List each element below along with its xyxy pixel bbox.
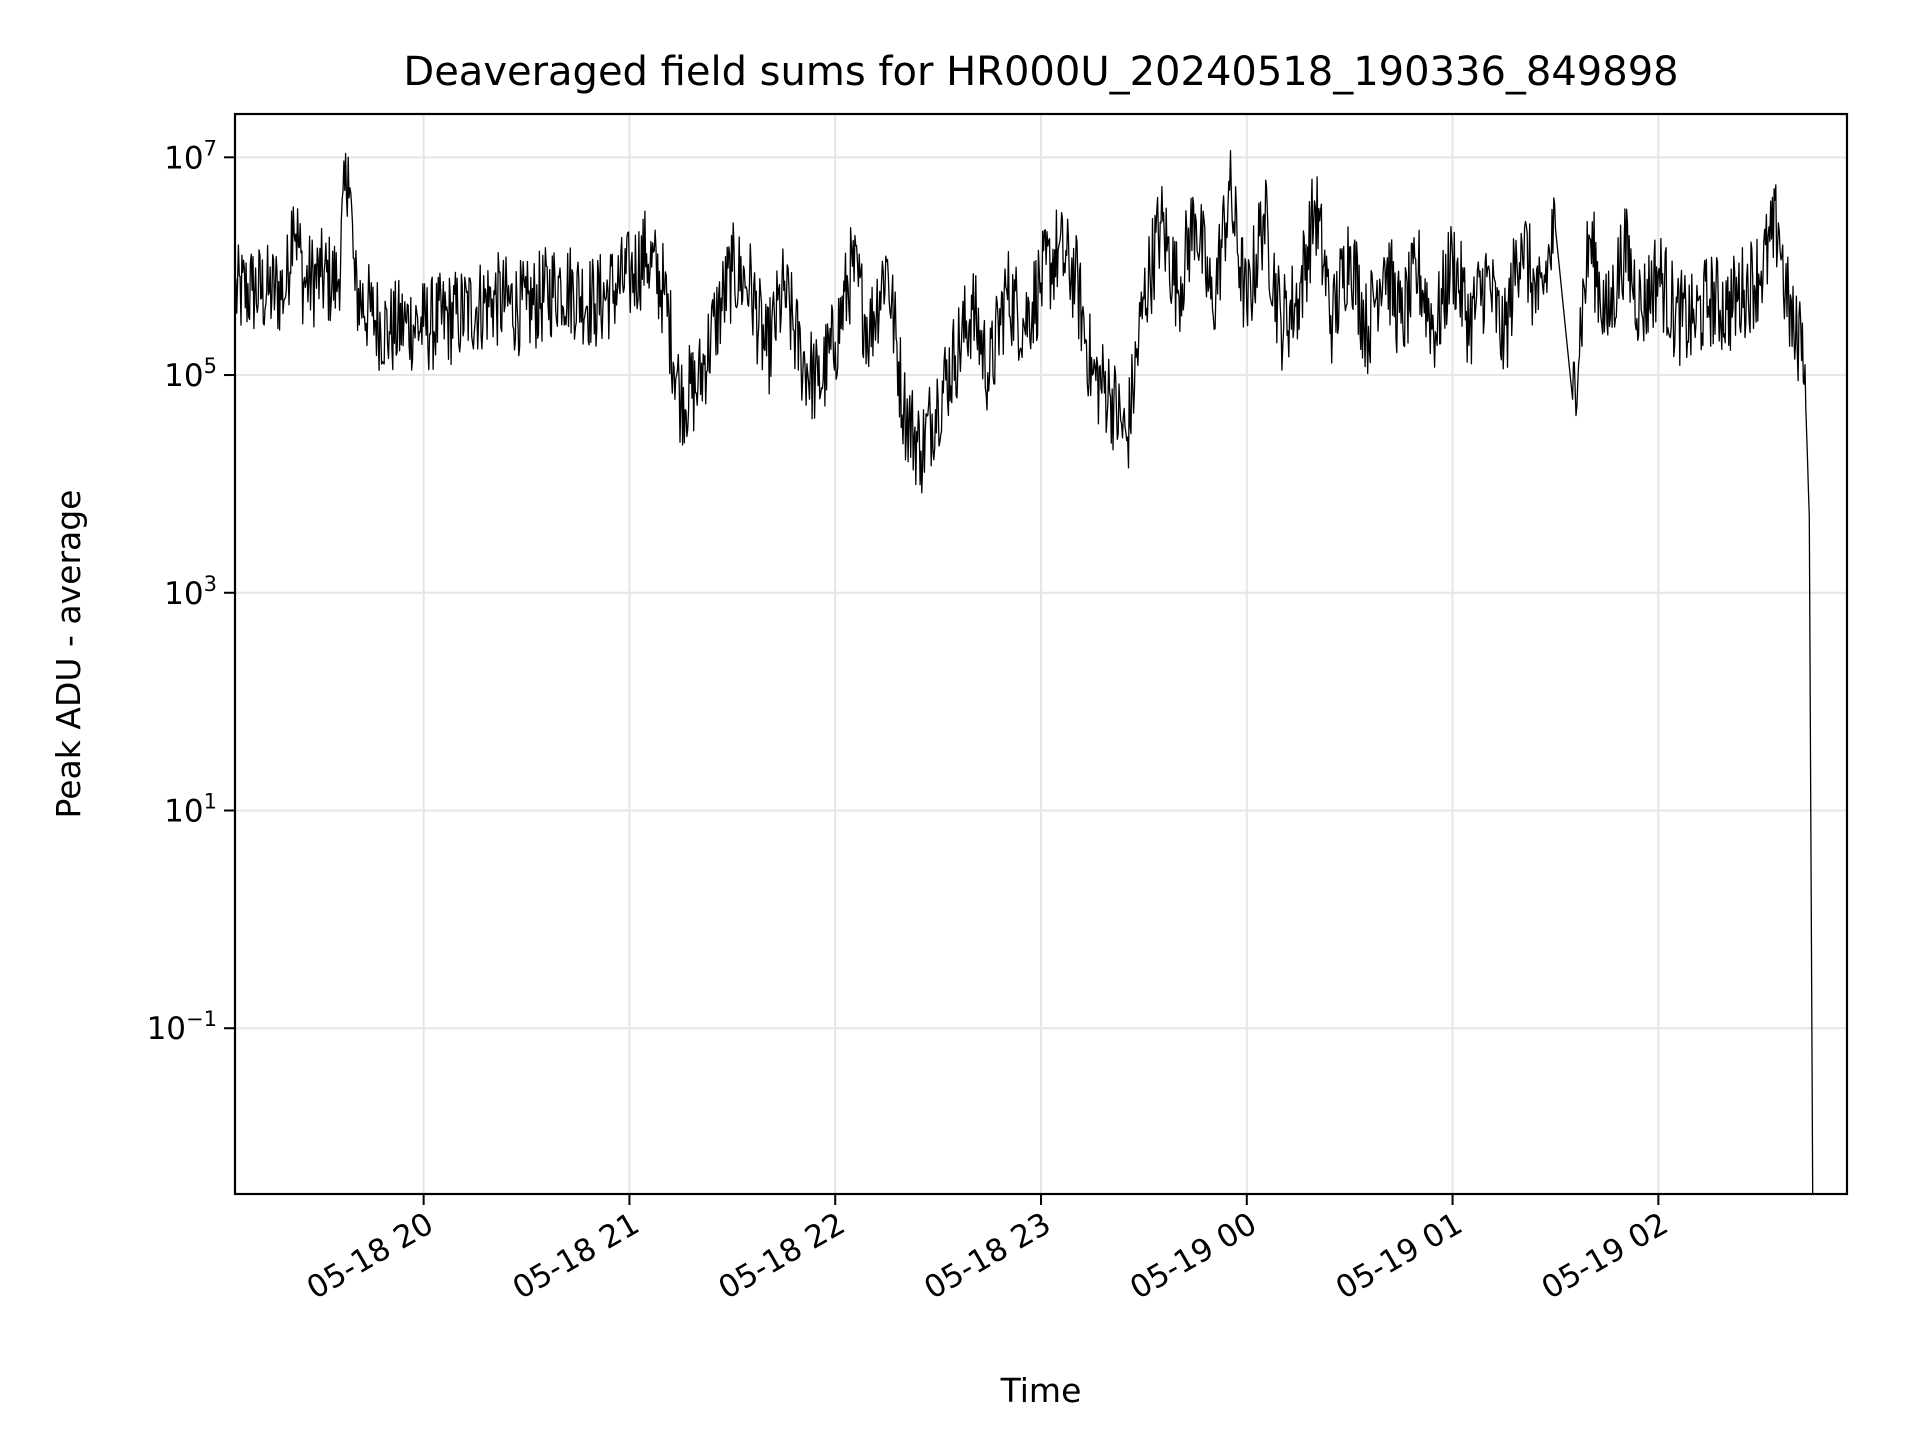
- series-line: [234, 150, 1814, 1195]
- y-axis-label: Peak ADU - average: [49, 490, 88, 819]
- series-group: [234, 150, 1814, 1195]
- y-tick-label: 10−1: [147, 1007, 217, 1047]
- y-tick-label: 105: [164, 354, 217, 394]
- grid: [235, 114, 1847, 1194]
- y-tick-label: 107: [164, 136, 217, 176]
- y-tick-label: 101: [164, 789, 217, 829]
- x-axis-label: Time: [1000, 1371, 1082, 1410]
- chart-title: Deaveraged field sums for HR000U_2024051…: [403, 49, 1678, 95]
- y-axis: 107 105 103 101 10−1: [147, 136, 235, 1047]
- y-tick-label: 103: [164, 572, 217, 612]
